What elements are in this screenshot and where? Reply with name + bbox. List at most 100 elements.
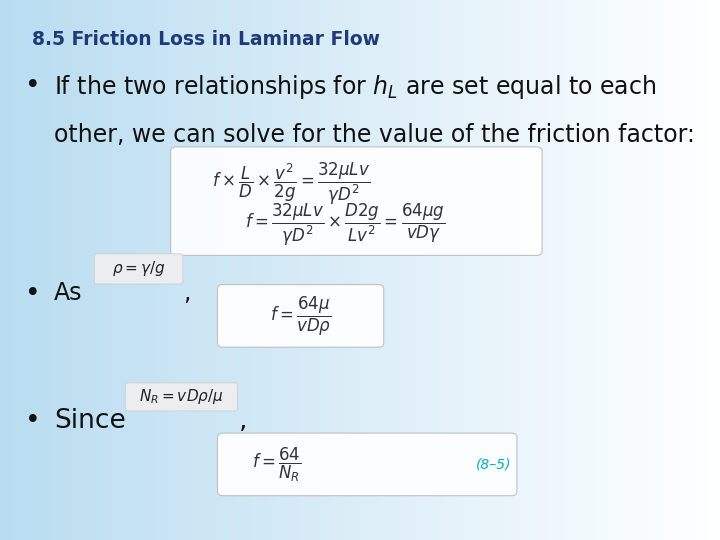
Bar xyxy=(499,0,502,540)
Bar xyxy=(153,0,156,540)
Bar xyxy=(223,0,225,540)
Bar xyxy=(27,0,29,540)
Bar xyxy=(142,0,144,540)
Bar xyxy=(670,0,672,540)
Bar xyxy=(425,0,427,540)
Bar xyxy=(482,0,485,540)
Text: If the two relationships for $h_L$ are set equal to each: If the two relationships for $h_L$ are s… xyxy=(54,73,657,101)
Bar xyxy=(288,0,290,540)
Bar xyxy=(72,0,74,540)
Bar xyxy=(283,0,286,540)
Bar xyxy=(634,0,636,540)
Bar xyxy=(245,0,247,540)
Bar xyxy=(279,0,281,540)
Bar xyxy=(715,0,718,540)
Bar xyxy=(351,0,353,540)
Bar xyxy=(187,0,189,540)
Bar xyxy=(547,0,549,540)
Bar xyxy=(451,0,454,540)
Bar xyxy=(53,0,55,540)
Bar xyxy=(151,0,153,540)
Bar xyxy=(96,0,99,540)
Bar xyxy=(211,0,214,540)
Bar xyxy=(643,0,646,540)
Bar xyxy=(459,0,461,540)
Bar xyxy=(293,0,295,540)
Bar xyxy=(281,0,283,540)
Bar xyxy=(14,0,17,540)
Bar xyxy=(369,0,372,540)
Bar xyxy=(257,0,259,540)
Bar xyxy=(329,0,331,540)
Bar xyxy=(439,0,441,540)
Bar xyxy=(161,0,163,540)
Bar xyxy=(192,0,194,540)
Bar xyxy=(603,0,605,540)
Bar xyxy=(415,0,418,540)
Bar xyxy=(99,0,101,540)
Bar xyxy=(698,0,701,540)
Bar xyxy=(305,0,307,540)
Bar xyxy=(137,0,139,540)
Bar xyxy=(667,0,670,540)
Bar xyxy=(619,0,621,540)
Bar xyxy=(9,0,12,540)
Bar xyxy=(475,0,477,540)
Bar xyxy=(621,0,624,540)
Bar xyxy=(65,0,67,540)
Text: other, we can solve for the value of the friction factor:: other, we can solve for the value of the… xyxy=(54,123,695,146)
Bar xyxy=(156,0,158,540)
Bar xyxy=(36,0,38,540)
Bar xyxy=(576,0,578,540)
Bar xyxy=(204,0,207,540)
Bar xyxy=(485,0,487,540)
Bar xyxy=(310,0,312,540)
Bar xyxy=(197,0,199,540)
Bar xyxy=(662,0,665,540)
Bar xyxy=(295,0,297,540)
Bar xyxy=(653,0,655,540)
Bar xyxy=(48,0,50,540)
Bar xyxy=(706,0,708,540)
Bar xyxy=(588,0,590,540)
Bar xyxy=(336,0,338,540)
Bar xyxy=(180,0,182,540)
Bar xyxy=(372,0,374,540)
Bar xyxy=(106,0,108,540)
Bar xyxy=(384,0,387,540)
Bar xyxy=(158,0,161,540)
Bar xyxy=(338,0,341,540)
Bar xyxy=(122,0,125,540)
Bar xyxy=(492,0,495,540)
Bar xyxy=(202,0,204,540)
Bar xyxy=(7,0,9,540)
Bar xyxy=(518,0,521,540)
Bar xyxy=(135,0,137,540)
Bar xyxy=(149,0,151,540)
Bar xyxy=(639,0,641,540)
Bar xyxy=(171,0,173,540)
Bar xyxy=(571,0,574,540)
Bar xyxy=(617,0,619,540)
Bar xyxy=(315,0,317,540)
Bar xyxy=(41,0,43,540)
Bar xyxy=(199,0,202,540)
Bar xyxy=(487,0,490,540)
Bar xyxy=(45,0,48,540)
Bar xyxy=(477,0,480,540)
Bar xyxy=(379,0,382,540)
Bar xyxy=(490,0,492,540)
Bar xyxy=(240,0,243,540)
FancyBboxPatch shape xyxy=(171,147,542,255)
Bar xyxy=(250,0,252,540)
Bar xyxy=(259,0,261,540)
Bar xyxy=(593,0,595,540)
Bar xyxy=(67,0,70,540)
Bar xyxy=(396,0,398,540)
Bar xyxy=(646,0,648,540)
Bar xyxy=(108,0,110,540)
Bar xyxy=(17,0,19,540)
Bar xyxy=(43,0,45,540)
Bar xyxy=(130,0,132,540)
Bar xyxy=(612,0,614,540)
